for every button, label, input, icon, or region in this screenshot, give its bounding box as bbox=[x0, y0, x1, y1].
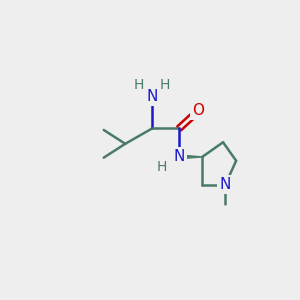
Polygon shape bbox=[179, 155, 202, 159]
Text: N: N bbox=[146, 88, 158, 104]
Text: H: H bbox=[133, 77, 143, 92]
Text: O: O bbox=[192, 103, 204, 118]
Text: H: H bbox=[156, 160, 167, 174]
Text: N: N bbox=[220, 177, 231, 192]
Text: H: H bbox=[160, 77, 170, 92]
Text: N: N bbox=[173, 149, 185, 164]
